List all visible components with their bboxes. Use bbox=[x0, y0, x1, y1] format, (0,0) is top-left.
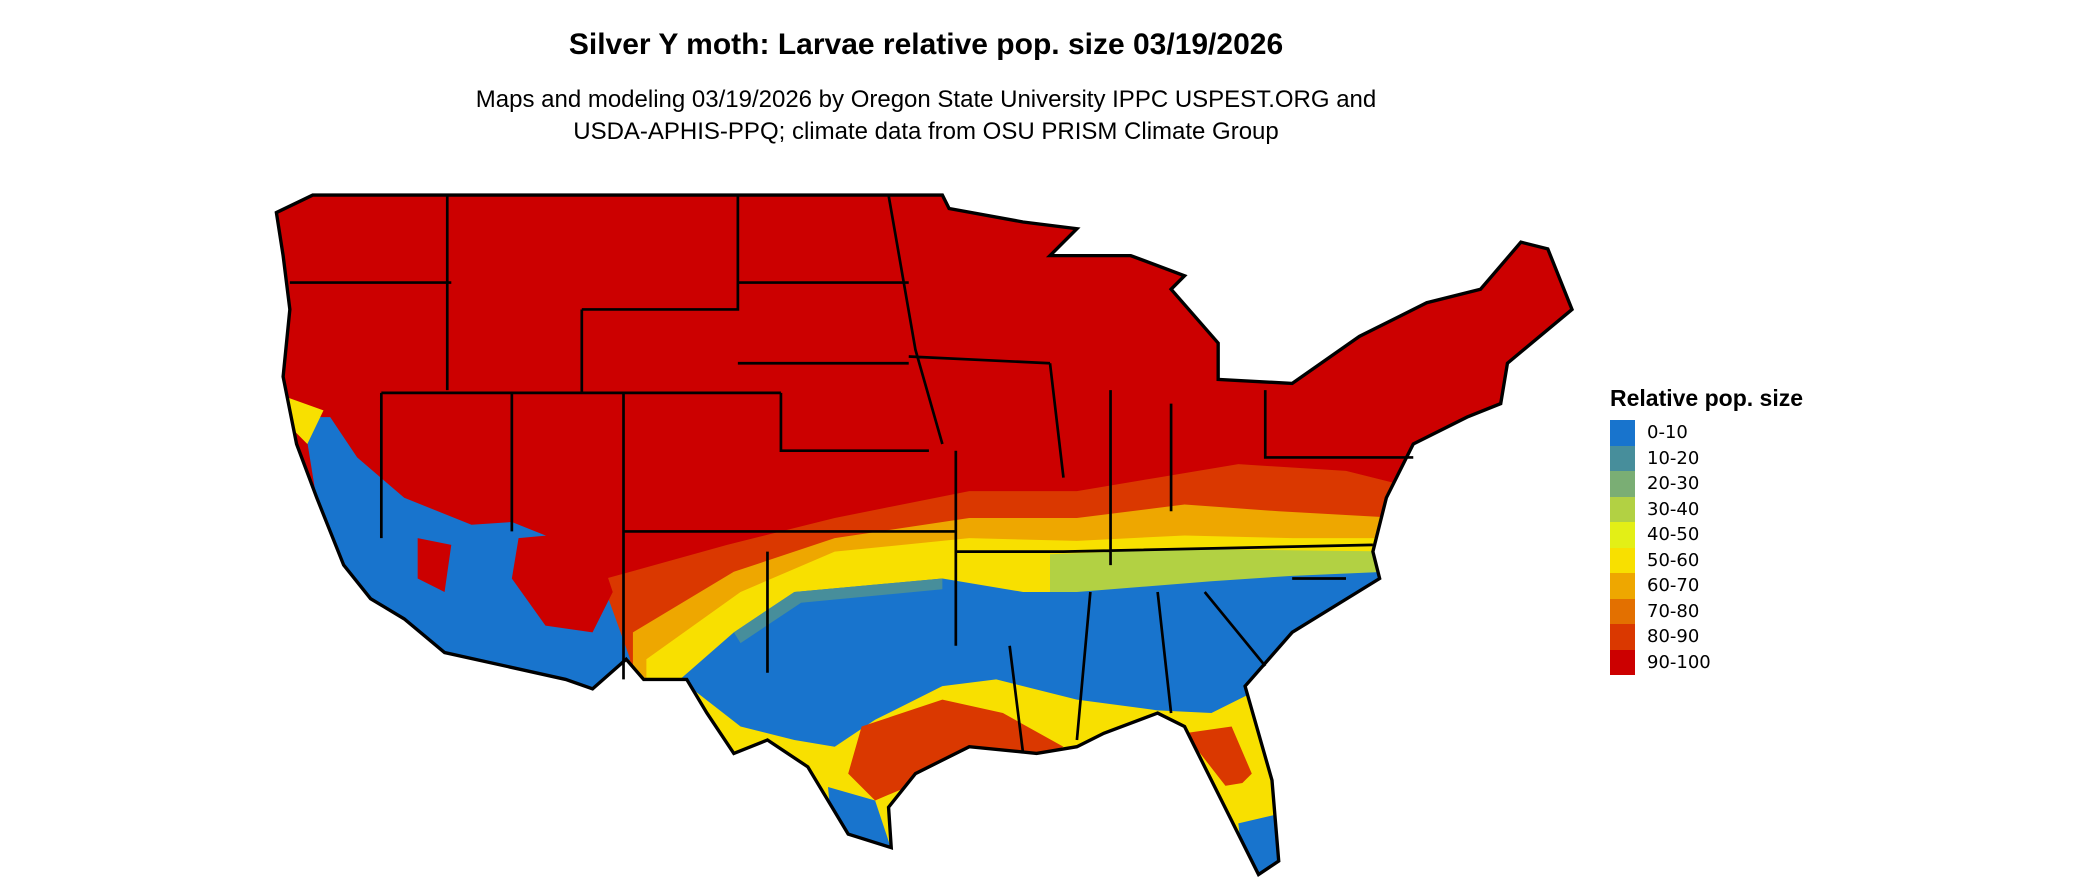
map-subtitle-line-2: USDA-APHIS-PPQ; climate data from OSU PR… bbox=[573, 118, 1279, 145]
legend-swatch bbox=[1610, 496, 1635, 522]
legend-label: 0-10 bbox=[1647, 422, 1688, 444]
florida-50-60 bbox=[1218, 780, 1272, 828]
legend-item: 10-20 bbox=[1610, 445, 1803, 471]
legend-item: 0-10 bbox=[1610, 420, 1803, 446]
legend-label: 70-80 bbox=[1647, 600, 1700, 622]
arizona-90-100-patches bbox=[417, 531, 613, 633]
legend-label: 50-60 bbox=[1647, 549, 1700, 571]
legend-swatch bbox=[1610, 573, 1635, 599]
state-boundaries bbox=[289, 194, 1414, 754]
legend-item: 50-60 bbox=[1610, 547, 1803, 573]
legend-item: 20-30 bbox=[1610, 471, 1803, 497]
legend-swatch bbox=[1610, 445, 1635, 471]
legend-label: 30-40 bbox=[1647, 498, 1700, 520]
legend-swatch bbox=[1610, 649, 1635, 675]
legend-label: 40-50 bbox=[1647, 524, 1700, 546]
region-0-10-south bbox=[680, 571, 1387, 747]
legend-items: 0-10 10-20 20-30 30-40 40-50 50-60 60-70 70-80 8… bbox=[1610, 420, 1803, 675]
legend: Relative pop. size 0-10 10-20 20-30 30-40 40… bbox=[1610, 385, 1803, 675]
legend-label: 90-100 bbox=[1647, 651, 1711, 673]
legend-item: 40-50 bbox=[1610, 522, 1803, 548]
legend-label: 60-70 bbox=[1647, 575, 1700, 597]
legend-swatch bbox=[1610, 598, 1635, 624]
legend-item: 90-100 bbox=[1610, 649, 1803, 675]
legend-swatch bbox=[1610, 624, 1635, 650]
legend-label: 10-20 bbox=[1647, 447, 1700, 469]
legend-label: 80-90 bbox=[1647, 626, 1700, 648]
map-subtitle-line-1: Maps and modeling 03/19/2026 by Oregon S… bbox=[475, 86, 1377, 113]
region-10-20-edge bbox=[733, 578, 943, 644]
legend-swatch bbox=[1610, 547, 1635, 573]
legend-swatch bbox=[1610, 420, 1635, 446]
legend-item: 80-90 bbox=[1610, 624, 1803, 650]
gulf-coast-80-90 bbox=[848, 699, 1064, 801]
legend-item: 70-80 bbox=[1610, 598, 1803, 624]
map-title: Silver Y moth: Larvae relative pop. size… bbox=[568, 28, 1284, 61]
legend-label: 20-30 bbox=[1647, 473, 1700, 495]
legend-item: 30-40 bbox=[1610, 496, 1803, 522]
southwest-50-60-edge bbox=[285, 396, 324, 444]
legend-swatch bbox=[1610, 471, 1635, 497]
legend-item: 60-70 bbox=[1610, 573, 1803, 599]
florida-80-90 bbox=[1184, 726, 1252, 794]
legend-swatch bbox=[1610, 522, 1635, 548]
legend-title: Relative pop. size bbox=[1610, 385, 1804, 411]
state-line bbox=[289, 194, 1414, 754]
